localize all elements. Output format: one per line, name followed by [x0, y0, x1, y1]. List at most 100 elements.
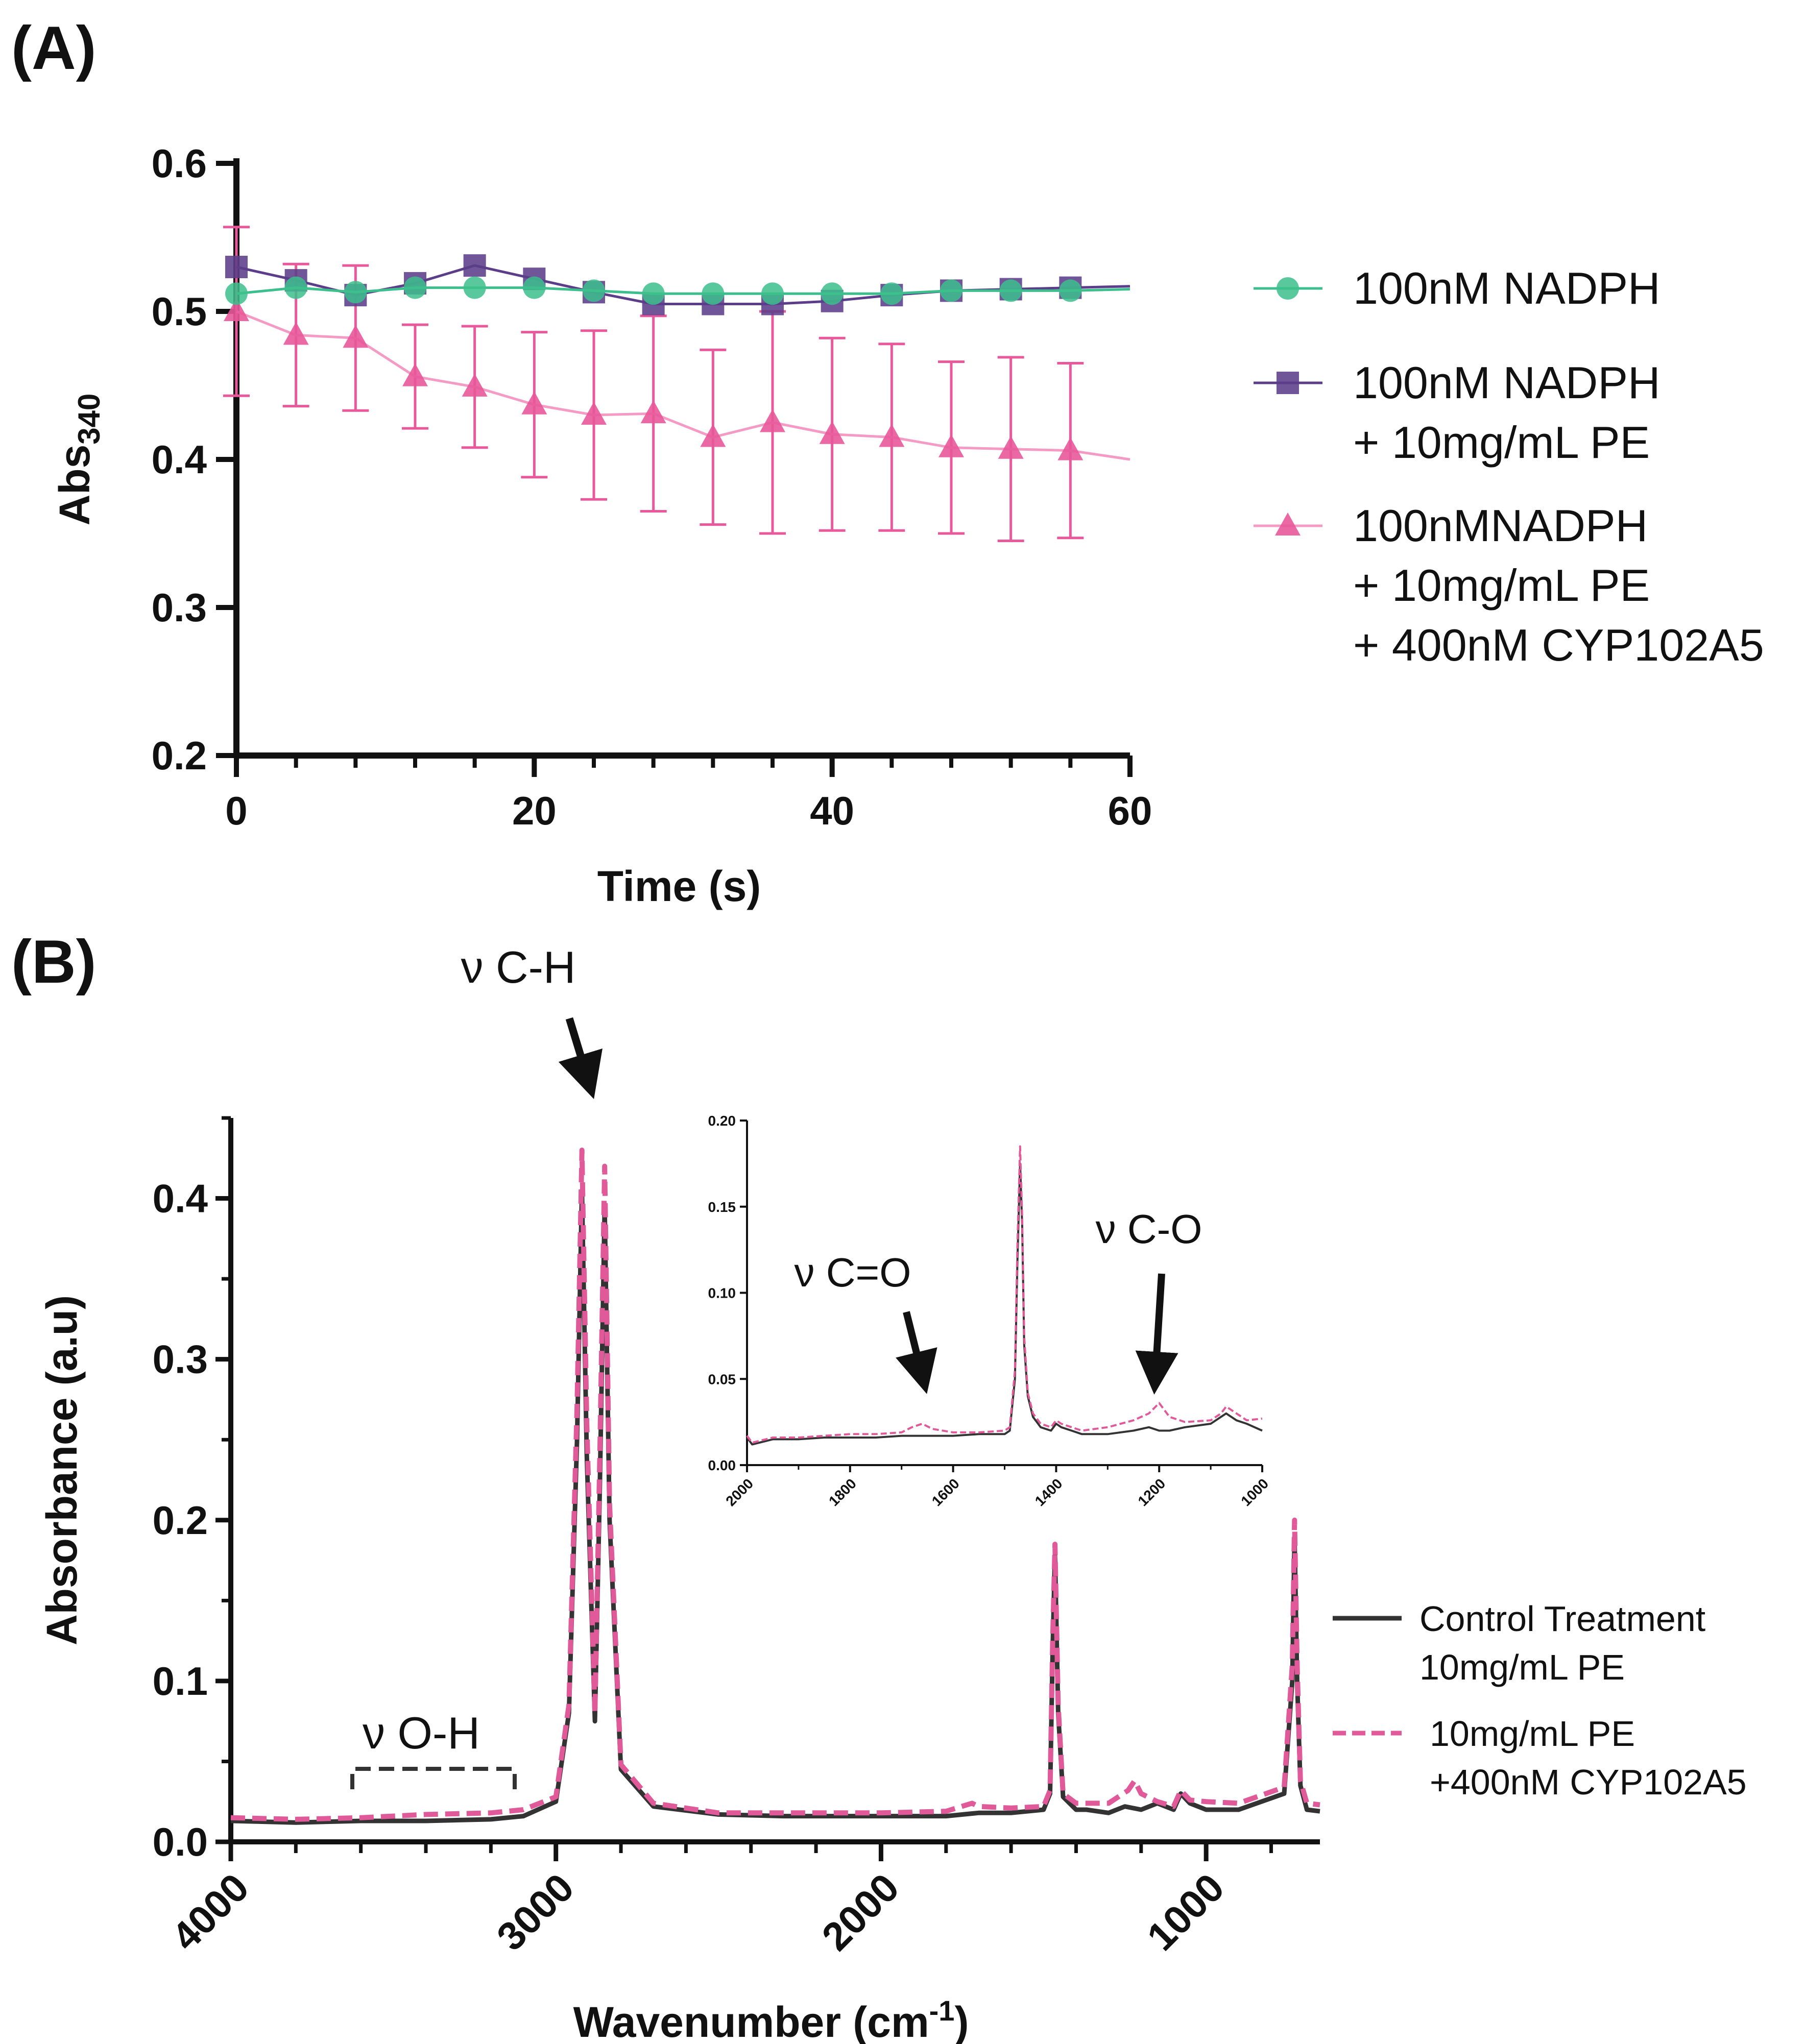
data-point: [998, 435, 1024, 459]
chart-a-series: [223, 226, 1130, 542]
panel-label-a: (A): [11, 14, 97, 82]
data-point: [523, 276, 546, 299]
legend-marker: [1277, 277, 1299, 300]
data-point: [761, 282, 784, 305]
chart-b-y-tick-label: 0.0: [153, 1819, 208, 1864]
chart-b-y-tick-label: 0.4: [153, 1176, 208, 1221]
annotation-oh-bracket: [350, 1767, 517, 1789]
legend-marker: [1277, 372, 1299, 394]
data-point: [938, 434, 964, 457]
annotation-co-single-arrow: [1135, 1273, 1178, 1395]
chart-b-x-axis-title-sup: -1: [929, 1994, 955, 2027]
annotation-ch-stretch: ν C-H: [461, 942, 576, 992]
chart-b-x-axis-title-close: ): [954, 1998, 969, 2044]
data-point: [343, 325, 369, 348]
data-point: [640, 400, 666, 424]
chart-a-series-circle: [225, 276, 1130, 305]
inset-x-tick-label: 1200: [1135, 1475, 1168, 1509]
chart-b-x-tick-label: 3000: [488, 1865, 583, 1959]
chart-b: 0.0 0.1 0.2 0.3 0.4 4000 3000 2000 1000 Wavenumb…: [38, 942, 1747, 2044]
panel-label-b: (B): [11, 928, 97, 996]
inset-y-tick-label: 0.00: [708, 1457, 736, 1473]
legend-marker: [1275, 513, 1301, 536]
chart-b-x-tick-label: 2000: [813, 1865, 908, 1959]
annotation-ch-arrow: [558, 1017, 603, 1100]
chart-a-y-tick-label: 0.5: [152, 289, 207, 334]
inset-x-tick-label: 1600: [929, 1475, 962, 1509]
chart-a-series-triangle: [223, 226, 1130, 542]
chart-b-y-tick-label: 0.2: [153, 1498, 208, 1543]
annotation-co-double-arrow: [896, 1311, 937, 1394]
chart-a-x-tick-label: 0: [225, 788, 247, 833]
legend-label: + 10mg/mL PE: [1353, 560, 1650, 611]
legend-label: Control Treatment: [1419, 1599, 1705, 1639]
legend-label: 100nMNADPH: [1353, 500, 1648, 551]
chart-b-x-tick-label: 4000: [163, 1865, 257, 1959]
inset-x-tick-label: 1800: [826, 1475, 859, 1509]
chart-a-y-axis-title-sub: 340: [72, 394, 106, 445]
chart-a-axes: 0.2 0.3 0.4 0.5 0.6 0 20 40 60: [152, 141, 1152, 833]
series-line: [236, 264, 1130, 305]
chart-a-x-axis-title: Time (s): [597, 862, 761, 910]
chart-a-x-tick-label: 40: [810, 788, 854, 833]
data-point: [583, 279, 605, 302]
legend-label: +400nM CYP102A5: [1430, 1762, 1747, 1802]
annotation-oh-stretch: ν O-H: [363, 1708, 480, 1758]
inset-x-tick-label: 2000: [723, 1475, 756, 1509]
legend-label: 100nM NADPH: [1353, 357, 1660, 408]
data-point: [581, 402, 607, 425]
data-point: [1057, 437, 1084, 460]
data-point: [940, 279, 962, 302]
data-point: [224, 298, 249, 321]
data-point: [344, 281, 367, 304]
chart-a-y-tick-label: 0.6: [152, 141, 207, 186]
inset-series: [746, 1145, 1263, 1446]
chart-a-y-axis-title: Abs340: [51, 394, 106, 526]
inset-axes: 0.00 0.05 0.10 0.15 0.20 2000 1800 1600 1400 1200…: [708, 1113, 1272, 1509]
data-point: [463, 276, 486, 299]
chart-a: 0.2 0.3 0.4 0.5 0.6 0 20 40 60 Time (s) Abs340 1…: [51, 141, 1764, 910]
chart-b-x-axis-title: Wavenumber (cm-1): [573, 1994, 969, 2044]
data-point: [700, 424, 726, 447]
data-point: [819, 421, 845, 444]
data-point: [879, 424, 905, 447]
chart-b-legend: Control Treatment 10mg/mL PE 10mg/mL PE +40…: [1333, 1599, 1747, 1802]
data-point: [463, 254, 486, 277]
annotation-co-single: ν C-O: [1096, 1206, 1202, 1252]
inset-x-tick-label: 1400: [1032, 1475, 1066, 1509]
inset-series-solid: [746, 1162, 1263, 1446]
chart-b-y-tick-label: 0.1: [153, 1659, 208, 1704]
series-line: [236, 286, 1130, 295]
series-line: [236, 310, 1130, 461]
chart-a-x-tick-label: 20: [512, 788, 557, 833]
data-point: [225, 256, 248, 278]
legend-label: + 400nM CYP102A5: [1353, 620, 1764, 670]
chart-a-y-axis-title-main: Abs: [51, 445, 99, 526]
data-point: [642, 282, 665, 305]
chart-a-y-tick-label: 0.4: [152, 437, 207, 482]
data-point: [283, 322, 309, 345]
data-point: [284, 276, 307, 299]
data-point: [402, 363, 428, 386]
chart-b-series: [230, 1148, 1320, 1825]
legend-label: + 10mg/mL PE: [1353, 417, 1650, 468]
inset-x-tick-label: 1000: [1238, 1475, 1271, 1509]
data-point: [702, 282, 725, 305]
chart-b-x-axis-title-main: Wavenumber (cm: [573, 1998, 929, 2044]
data-point: [880, 282, 903, 305]
legend-label: 100nM NADPH: [1353, 263, 1660, 313]
data-point: [1059, 279, 1082, 302]
inset-y-tick-label: 0.15: [708, 1199, 736, 1215]
data-point: [462, 373, 488, 397]
chart-b-inset: 0.00 0.05 0.10 0.15 0.20 2000 1800 1600 1400 1200…: [708, 1113, 1272, 1509]
data-point: [225, 282, 248, 305]
chart-a-legend: 100nM NADPH 100nM NADPH + 10mg/mL PE 100nMN…: [1254, 263, 1764, 670]
chart-b-x-tick-label: 1000: [1138, 1865, 1233, 1959]
data-point: [821, 282, 844, 305]
data-point: [999, 279, 1022, 302]
inset-y-tick-label: 0.05: [708, 1371, 736, 1387]
inset-y-tick-label: 0.20: [708, 1113, 736, 1129]
chart-a-y-tick-label: 0.2: [152, 733, 207, 778]
chart-b-y-axis-title: Absorbance (a.u): [38, 1295, 86, 1645]
